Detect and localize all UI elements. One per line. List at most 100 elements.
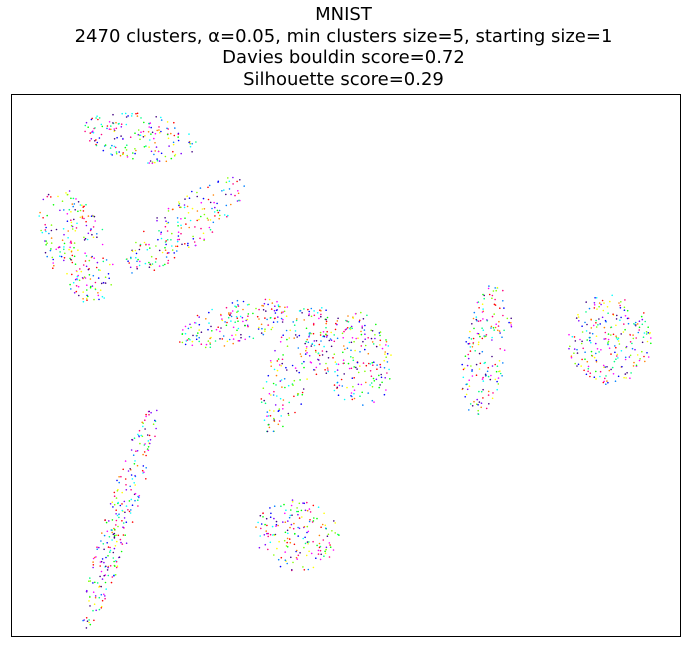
- data-point: [325, 322, 328, 325]
- data-point: [173, 256, 176, 259]
- data-point: [592, 324, 595, 327]
- data-point: [584, 321, 586, 324]
- data-point: [363, 329, 366, 331]
- data-point: [135, 149, 137, 152]
- data-point: [156, 219, 158, 222]
- data-point: [286, 338, 288, 341]
- data-point: [125, 521, 128, 523]
- data-point: [297, 393, 300, 395]
- data-point: [184, 243, 186, 245]
- data-point: [118, 476, 120, 478]
- data-point: [195, 338, 198, 341]
- data-point: [467, 353, 470, 356]
- data-point: [381, 347, 384, 350]
- data-point: [282, 408, 284, 410]
- data-point: [268, 298, 271, 301]
- data-point: [305, 346, 308, 348]
- data-point: [38, 215, 40, 217]
- data-point: [260, 398, 263, 400]
- data-point: [232, 338, 235, 340]
- data-point: [150, 255, 153, 258]
- data-point: [97, 292, 99, 294]
- data-point: [139, 260, 141, 263]
- data-point: [280, 505, 282, 508]
- data-point: [184, 198, 186, 200]
- data-point: [160, 152, 163, 155]
- data-point: [301, 516, 303, 518]
- data-point: [63, 246, 65, 248]
- data-point: [494, 378, 497, 381]
- data-point: [127, 115, 129, 117]
- data-point: [230, 193, 232, 196]
- data-point: [348, 341, 351, 344]
- data-point: [346, 320, 348, 322]
- data-point: [292, 561, 294, 564]
- data-point: [94, 140, 96, 142]
- data-point: [321, 307, 323, 309]
- data-point: [158, 249, 161, 252]
- data-point: [480, 406, 483, 409]
- data-point: [125, 484, 127, 486]
- data-point: [258, 308, 260, 311]
- data-point: [585, 311, 587, 313]
- data-point: [370, 329, 373, 332]
- data-point: [73, 218, 75, 221]
- data-point: [246, 318, 249, 321]
- data-point: [300, 355, 303, 358]
- data-point: [461, 388, 464, 391]
- data-point: [287, 414, 290, 417]
- data-point: [100, 540, 102, 542]
- data-point: [113, 574, 115, 577]
- data-point: [177, 139, 180, 142]
- data-point: [604, 377, 606, 380]
- data-point: [370, 382, 373, 384]
- data-point: [90, 138, 93, 140]
- data-point: [293, 379, 296, 382]
- data-point: [176, 240, 179, 243]
- data-point: [373, 401, 375, 403]
- data-point: [134, 475, 137, 478]
- data-point: [316, 544, 318, 547]
- data-point: [91, 131, 93, 133]
- data-point: [288, 516, 291, 519]
- data-point: [585, 373, 588, 376]
- data-point: [134, 148, 136, 150]
- data-point: [312, 322, 315, 325]
- data-point: [70, 240, 72, 243]
- data-point: [52, 204, 55, 206]
- data-point: [503, 329, 505, 332]
- data-point: [113, 532, 116, 535]
- data-point: [178, 238, 181, 241]
- data-point: [581, 358, 583, 361]
- data-point: [237, 320, 239, 323]
- data-point: [98, 117, 101, 119]
- data-point: [482, 376, 484, 379]
- data-point: [143, 471, 145, 474]
- data-point: [315, 351, 317, 353]
- data-point: [42, 217, 44, 219]
- data-point: [577, 363, 580, 366]
- data-point: [78, 279, 81, 282]
- data-point: [219, 214, 221, 217]
- data-point: [273, 410, 275, 412]
- data-point: [162, 264, 164, 267]
- data-point: [306, 525, 309, 528]
- data-point: [154, 261, 157, 263]
- data-point: [602, 364, 605, 367]
- data-point: [327, 369, 329, 371]
- data-point: [291, 499, 294, 501]
- data-point: [372, 377, 375, 380]
- data-point: [103, 593, 105, 596]
- data-point: [147, 449, 150, 452]
- data-point: [124, 534, 126, 536]
- data-point: [288, 538, 291, 540]
- data-point: [52, 262, 54, 264]
- data-point: [277, 316, 279, 318]
- data-point: [297, 510, 300, 513]
- data-point: [580, 342, 583, 345]
- data-point: [362, 404, 364, 406]
- data-point: [640, 315, 643, 318]
- data-point: [101, 295, 104, 298]
- data-point: [269, 360, 272, 362]
- data-point: [216, 209, 219, 212]
